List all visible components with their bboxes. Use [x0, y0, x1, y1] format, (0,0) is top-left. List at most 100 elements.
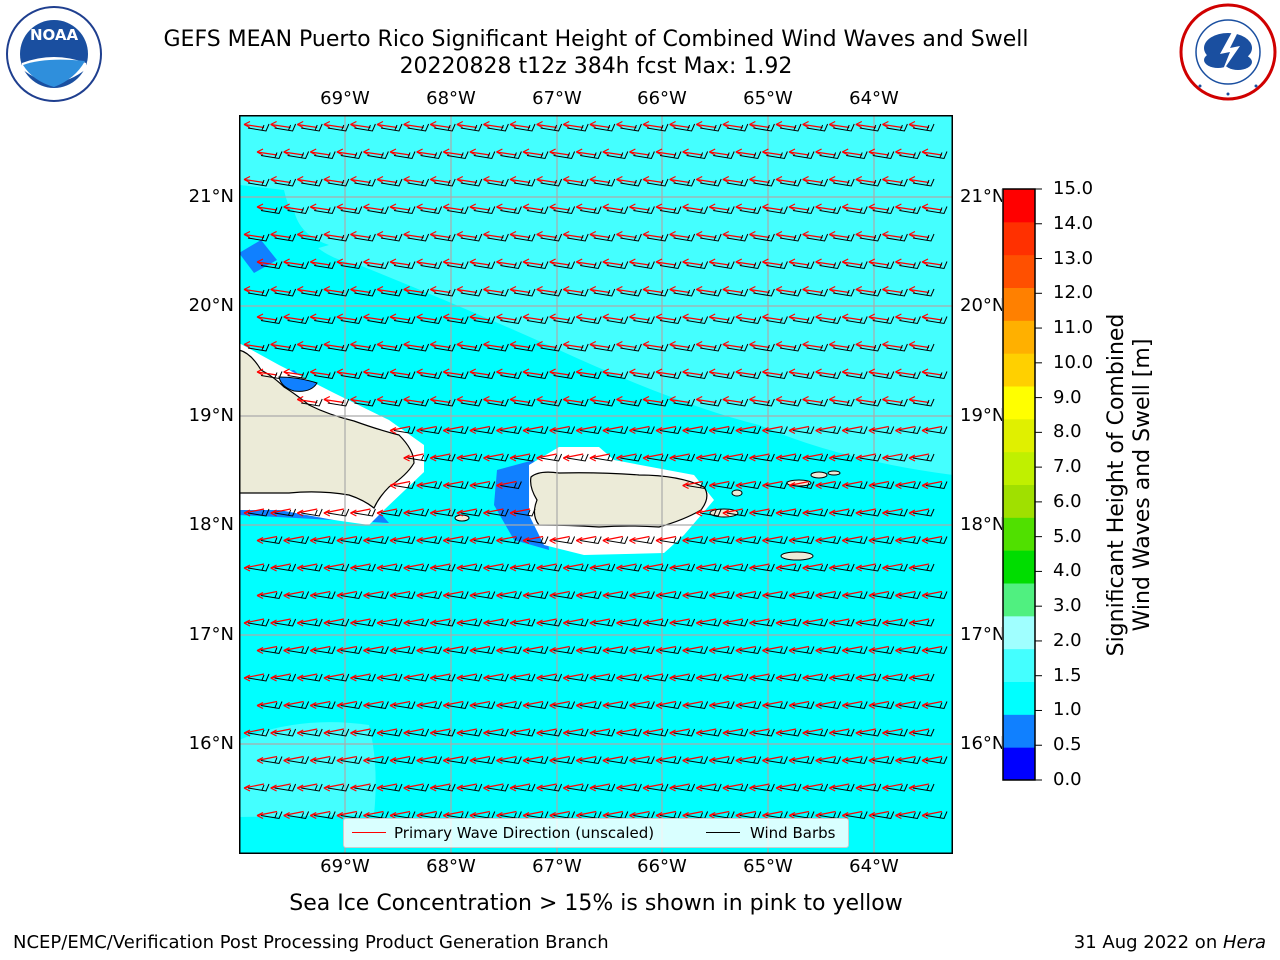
wind-barb — [314, 646, 336, 655]
wind-barb — [713, 261, 735, 270]
wave-direction-arrow — [549, 645, 570, 655]
wind-barb — [753, 783, 775, 792]
wind-barb — [301, 673, 323, 682]
wind-barb — [753, 618, 775, 627]
wave-direction-arrow — [775, 618, 797, 627]
wave-direction-arrow — [323, 175, 344, 184]
wave-direction-arrow — [775, 175, 797, 184]
wind-barb — [899, 206, 921, 215]
wind-barb — [327, 123, 350, 132]
wind-barb — [659, 261, 682, 270]
wind-barb — [739, 261, 762, 270]
wind-barb — [500, 591, 522, 600]
wave-direction-arrow — [442, 203, 464, 211]
wave-direction-arrow — [536, 673, 557, 682]
wave-direction-arrow — [669, 340, 690, 349]
wave-direction-arrow — [616, 618, 637, 627]
wind-barb — [806, 343, 829, 352]
wave-direction-arrow — [296, 120, 318, 129]
wave-direction-arrow — [336, 755, 357, 765]
wave-direction-arrow — [270, 618, 291, 627]
wave-direction-arrow — [416, 313, 437, 321]
wave-direction-arrow — [416, 258, 437, 266]
wave-direction-arrow — [722, 563, 743, 572]
wave-direction-arrow — [749, 340, 770, 349]
wave-direction-arrow — [775, 508, 797, 517]
wave-direction-arrow — [882, 673, 903, 682]
wave-direction-arrow — [708, 148, 730, 156]
wave-direction-arrow — [376, 340, 398, 349]
wave-direction-arrow — [403, 175, 424, 184]
wind-barb — [606, 591, 629, 600]
wave-direction-arrow — [855, 285, 876, 294]
wind-barb — [274, 563, 297, 572]
wind-barb — [700, 178, 722, 187]
wave-direction-arrow — [602, 368, 623, 376]
lon-tick-bottom-66: 66°W — [637, 856, 687, 877]
wind-barb — [673, 178, 696, 187]
wave-direction-arrow — [841, 700, 863, 710]
wave-direction-arrow — [496, 755, 517, 765]
colorbar-segment — [1003, 418, 1035, 453]
wave-direction-arrow — [549, 425, 570, 435]
wave-direction-arrow — [775, 120, 797, 129]
wind-barb — [846, 371, 868, 380]
wave-direction-arrow — [522, 203, 544, 211]
wind-barb — [899, 756, 921, 765]
wave-direction-arrow — [243, 508, 265, 517]
wave-direction-arrow — [496, 645, 517, 655]
wave-direction-arrow — [350, 783, 371, 792]
wind-barb — [925, 426, 948, 435]
wind-barb — [620, 123, 642, 132]
colorbar-tick-label: 15.0 — [1053, 178, 1094, 199]
wave-direction-arrow — [456, 728, 477, 737]
colorbar-tick-label: 6.0 — [1053, 490, 1082, 512]
wind-barb — [540, 453, 563, 462]
wind-barb — [460, 288, 483, 297]
wind-barb — [859, 233, 882, 242]
wind-barb — [540, 343, 563, 352]
wind-barb — [407, 563, 430, 572]
wave-direction-arrow — [762, 368, 783, 376]
wind-barb — [274, 233, 297, 242]
wave-direction-arrow — [309, 755, 331, 765]
wave-direction-arrow — [549, 368, 570, 376]
wind-barb — [340, 646, 363, 655]
wave-direction-arrow — [575, 535, 597, 545]
wind-barb — [726, 783, 749, 792]
wave-direction-arrow — [442, 700, 464, 710]
wind-barb — [899, 646, 921, 655]
wind-barb — [393, 371, 416, 380]
wind-barb — [833, 123, 855, 132]
wind-barb — [540, 398, 563, 407]
wind-barb — [859, 343, 882, 352]
wave-direction-arrow — [708, 700, 730, 710]
wind-barb — [447, 591, 469, 600]
wave-direction-arrow — [749, 175, 770, 184]
wind-barb — [779, 343, 802, 352]
wind-barb — [540, 563, 563, 572]
wind-barb — [340, 316, 363, 325]
wave-direction-arrow — [522, 700, 544, 710]
wind-barb — [540, 178, 563, 187]
wave-direction-arrow — [309, 645, 331, 655]
wave-direction-arrow — [722, 230, 743, 239]
wind-barb — [567, 343, 589, 352]
wave-direction-arrow — [642, 175, 664, 184]
wind-barb — [726, 728, 749, 737]
wave-direction-arrow — [682, 590, 703, 600]
wind-barb — [327, 508, 350, 517]
wave-direction-arrow — [802, 728, 823, 737]
wave-direction-arrow — [336, 368, 357, 376]
wind-barb — [713, 591, 735, 600]
wind-barb — [886, 508, 908, 517]
wave-direction-arrow — [270, 175, 291, 184]
wave-direction-arrow — [695, 175, 717, 184]
wave-direction-swatch — [352, 832, 386, 833]
wave-direction-arrow — [708, 535, 730, 545]
wave-direction-arrow — [429, 783, 451, 792]
wind-barb — [487, 453, 509, 462]
wind-barb — [393, 316, 416, 325]
wind-barb — [314, 316, 336, 325]
wind-barb — [766, 426, 788, 435]
